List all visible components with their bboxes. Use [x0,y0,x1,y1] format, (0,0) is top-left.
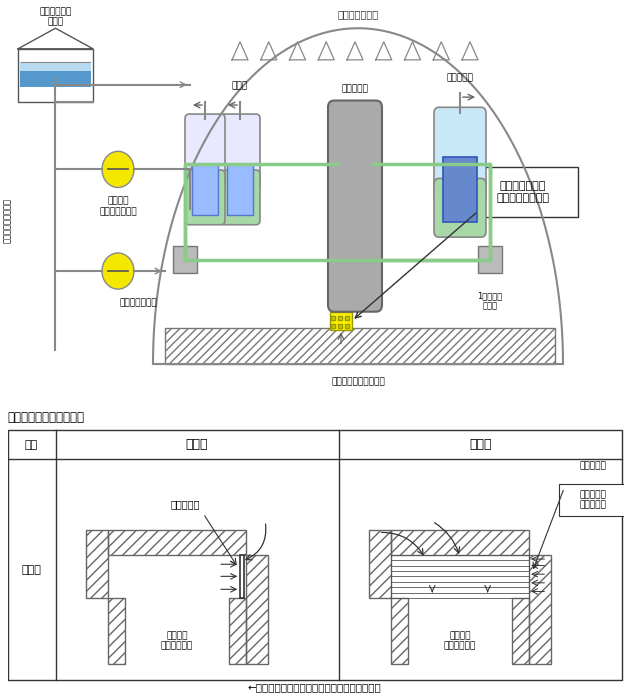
Bar [529,555,551,664]
Text: 原子炉容器: 原子炉容器 [341,85,369,94]
FancyBboxPatch shape [220,170,260,224]
FancyBboxPatch shape [443,157,477,222]
Bar [108,530,246,555]
Text: スクリーン
面積の拡大: スクリーン 面積の拡大 [580,491,607,509]
Bar [240,555,244,598]
Bar [369,530,391,598]
Bar [512,598,529,664]
Bar [468,167,578,217]
Bar [18,49,93,101]
Bar [369,530,391,598]
FancyBboxPatch shape [227,164,253,215]
Bar [391,598,408,664]
Bar [229,598,246,664]
Text: 項目: 項目 [25,440,38,450]
Text: 蒸気発生器: 蒸気発生器 [447,74,473,83]
FancyBboxPatch shape [434,179,486,237]
Text: 取替前: 取替前 [186,438,209,451]
Bar [330,311,352,329]
Text: 余熱除去ポンプ: 余熱除去ポンプ [119,298,157,307]
Bar [108,530,246,555]
Bar [165,327,555,363]
Text: 概念図: 概念図 [21,565,42,575]
Text: ←：格納容器再循環サンプへ流入する水の流れ: ←：格納容器再循環サンプへ流入する水の流れ [248,682,382,692]
Text: スクリーン: スクリーン [171,500,200,509]
Text: 非常用炉心冷却系統: 非常用炉心冷却系統 [3,198,11,243]
Circle shape [102,152,134,188]
Bar [559,484,627,516]
Bar [108,598,125,664]
Bar [391,530,529,555]
Bar [529,555,551,664]
Bar [478,246,502,273]
Text: 1次冷却材
ポンプ: 1次冷却材 ポンプ [478,291,503,311]
Text: 燃料取替用水
タンク: 燃料取替用水 タンク [39,8,72,27]
Bar [20,72,91,87]
Circle shape [102,253,134,289]
Bar [229,598,246,664]
Bar [108,598,125,664]
Bar [173,246,197,273]
Text: スクリーン: スクリーン [580,461,607,470]
Bar [391,598,408,664]
FancyBboxPatch shape [192,164,218,215]
Bar [391,530,529,555]
FancyBboxPatch shape [185,114,225,189]
Text: 格納容器再循環
サンプスクリーン: 格納容器再循環 サンプスクリーン [496,181,549,203]
FancyBboxPatch shape [185,170,225,224]
Text: 格納容器
再循環サンプ: 格納容器 再循環サンプ [444,631,476,651]
Text: 格納容器
スプレイポンプ: 格納容器 スプレイポンプ [99,197,137,216]
FancyBboxPatch shape [220,114,260,189]
Text: 加圧器: 加圧器 [232,81,248,90]
Text: 格納容器
再循環サンプ: 格納容器 再循環サンプ [161,631,193,651]
Text: 原子炉格納容器: 原子炉格納容器 [338,9,379,19]
Bar [512,598,529,664]
Text: 取替後: 取替後 [469,438,491,451]
Bar [20,63,91,74]
FancyBboxPatch shape [328,101,382,311]
Text: スクリーン取替前後比較: スクリーン取替前後比較 [8,411,84,425]
Bar [246,555,268,664]
Bar [246,555,268,664]
Bar [86,530,108,598]
FancyBboxPatch shape [434,107,486,202]
Bar [8,430,622,680]
Bar [86,530,108,598]
Text: 格納容器再循環サンプ: 格納容器再循環サンプ [331,377,385,386]
